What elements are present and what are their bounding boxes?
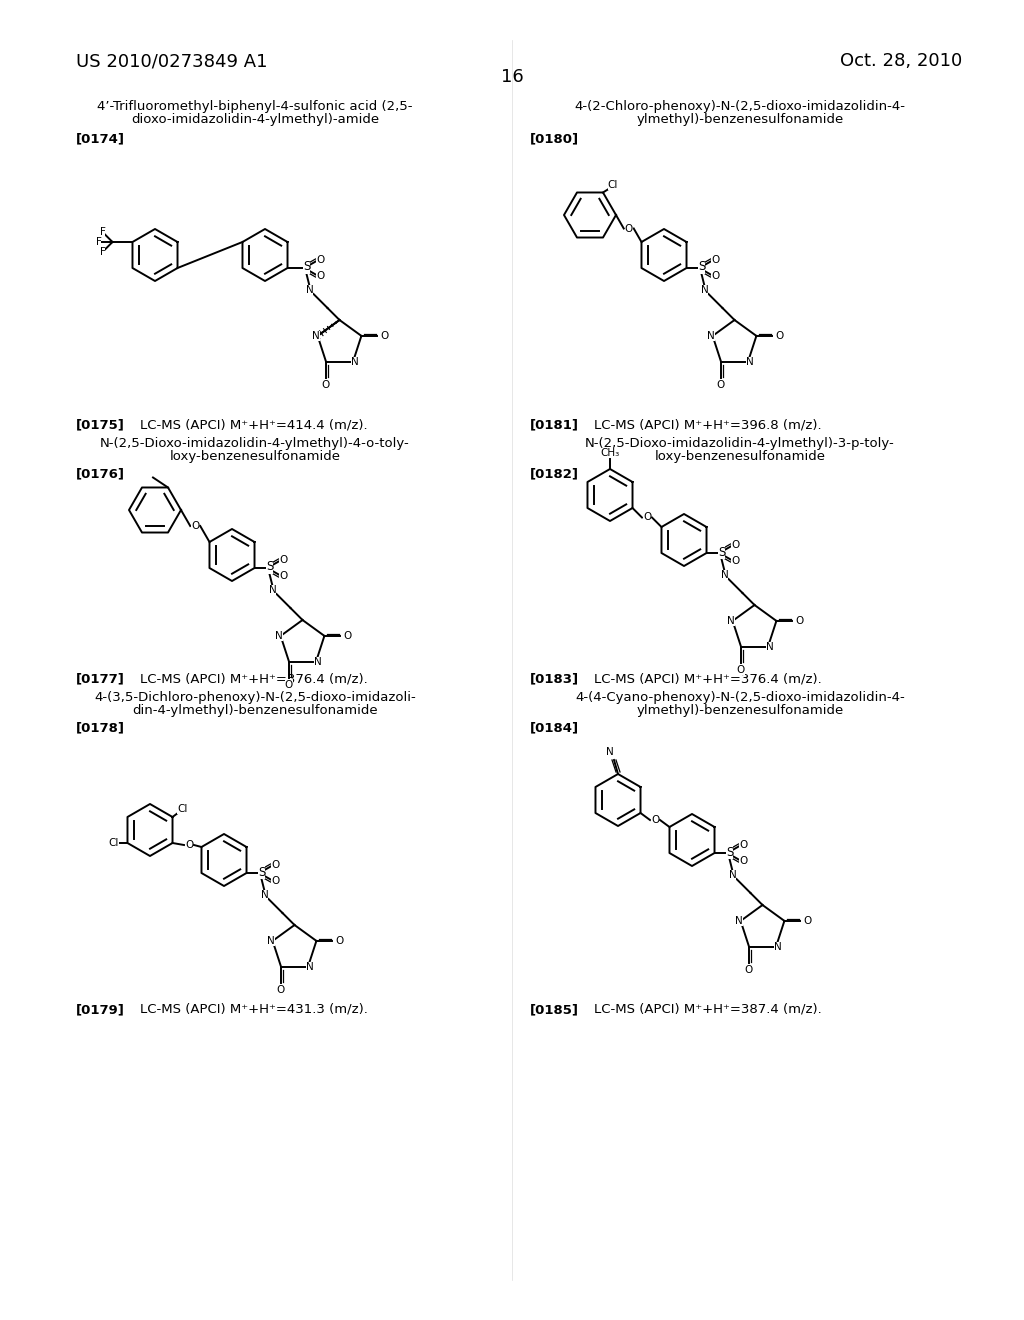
- Text: N: N: [766, 642, 774, 652]
- Text: O: O: [322, 380, 330, 389]
- Text: O: O: [651, 814, 659, 825]
- Text: din-4-ylmethyl)-benzenesulfonamide: din-4-ylmethyl)-benzenesulfonamide: [132, 704, 378, 717]
- Text: O: O: [717, 380, 725, 389]
- Text: O: O: [803, 916, 811, 925]
- Text: O: O: [276, 985, 285, 994]
- Text: S: S: [266, 561, 273, 573]
- Text: CH₃: CH₃: [600, 447, 620, 458]
- Text: N-(2,5-Dioxo-imidazolidin-4-ylmethyl)-4-o-toly-: N-(2,5-Dioxo-imidazolidin-4-ylmethyl)-4-…: [100, 437, 410, 450]
- Text: [0177]: [0177]: [76, 672, 125, 685]
- Text: S: S: [718, 545, 725, 558]
- Text: F: F: [99, 227, 105, 238]
- Text: loxy-benzenesulfonamide: loxy-benzenesulfonamide: [654, 450, 825, 463]
- Text: LC-MS (APCI) M⁺+H⁺=376.4 (m/z).: LC-MS (APCI) M⁺+H⁺=376.4 (m/z).: [594, 672, 821, 685]
- Text: N: N: [267, 936, 274, 946]
- Text: N: N: [729, 870, 736, 880]
- Text: O: O: [285, 680, 293, 689]
- Text: US 2010/0273849 A1: US 2010/0273849 A1: [76, 51, 267, 70]
- Text: ylmethyl)-benzenesulfonamide: ylmethyl)-benzenesulfonamide: [636, 704, 844, 717]
- Text: N: N: [727, 616, 734, 626]
- Text: N: N: [261, 890, 268, 900]
- Text: LC-MS (APCI) M⁺+H⁺=396.8 (m/z).: LC-MS (APCI) M⁺+H⁺=396.8 (m/z).: [594, 418, 821, 432]
- Text: 16: 16: [501, 69, 523, 86]
- Text: Oct. 28, 2010: Oct. 28, 2010: [840, 51, 962, 70]
- Text: LC-MS (APCI) M⁺+H⁺=376.4 (m/z).: LC-MS (APCI) M⁺+H⁺=376.4 (m/z).: [140, 672, 368, 685]
- Text: N: N: [707, 331, 715, 341]
- Text: N: N: [735, 916, 742, 925]
- Text: O: O: [316, 271, 325, 281]
- Text: O: O: [271, 861, 280, 870]
- Text: O: O: [712, 271, 720, 281]
- Text: N: N: [311, 331, 319, 341]
- Text: dioxo-imidazolidin-4-ylmethyl)-amide: dioxo-imidazolidin-4-ylmethyl)-amide: [131, 114, 379, 125]
- Text: [0175]: [0175]: [76, 418, 125, 432]
- Text: O: O: [280, 554, 288, 565]
- Text: 4-(3,5-Dichloro-phenoxy)-N-(2,5-dioxo-imidazoli-: 4-(3,5-Dichloro-phenoxy)-N-(2,5-dioxo-im…: [94, 690, 416, 704]
- Text: O: O: [185, 840, 194, 850]
- Text: N: N: [721, 570, 728, 579]
- Text: N: N: [746, 356, 754, 367]
- Text: LC-MS (APCI) M⁺+H⁺=431.3 (m/z).: LC-MS (APCI) M⁺+H⁺=431.3 (m/z).: [140, 1003, 368, 1016]
- Text: [0179]: [0179]: [76, 1003, 125, 1016]
- Text: [0176]: [0176]: [76, 467, 125, 480]
- Text: [0181]: [0181]: [530, 418, 579, 432]
- Text: [0182]: [0182]: [530, 467, 579, 480]
- Text: O: O: [625, 223, 633, 234]
- Text: S: S: [697, 260, 706, 273]
- Text: O: O: [796, 616, 804, 626]
- Text: F: F: [99, 247, 105, 257]
- Text: O: O: [271, 876, 280, 886]
- Text: N: N: [351, 356, 358, 367]
- Text: LC-MS (APCI) M⁺+H⁺=387.4 (m/z).: LC-MS (APCI) M⁺+H⁺=387.4 (m/z).: [594, 1003, 821, 1016]
- Text: [0183]: [0183]: [530, 672, 580, 685]
- Text: Cl: Cl: [608, 181, 618, 190]
- Text: S: S: [303, 260, 310, 273]
- Text: O: O: [335, 936, 343, 946]
- Text: O: O: [731, 556, 739, 566]
- Text: O: O: [712, 255, 720, 265]
- Text: N: N: [306, 961, 314, 972]
- Text: F: F: [95, 238, 101, 247]
- Text: O: O: [739, 840, 748, 850]
- Text: O: O: [731, 540, 739, 550]
- Text: [0185]: [0185]: [530, 1003, 579, 1016]
- Text: [0174]: [0174]: [76, 132, 125, 145]
- Text: Cl: Cl: [109, 838, 119, 847]
- Text: N: N: [314, 656, 322, 667]
- Text: N: N: [305, 285, 313, 294]
- Text: N-(2,5-Dioxo-imidazolidin-4-ylmethyl)-3-p-toly-: N-(2,5-Dioxo-imidazolidin-4-ylmethyl)-3-…: [585, 437, 895, 450]
- Text: O: O: [737, 664, 745, 675]
- Text: LC-MS (APCI) M⁺+H⁺=414.4 (m/z).: LC-MS (APCI) M⁺+H⁺=414.4 (m/z).: [140, 418, 368, 432]
- Text: N: N: [774, 941, 782, 952]
- Text: O: O: [775, 331, 783, 341]
- Text: O: O: [191, 521, 200, 531]
- Text: O: O: [280, 572, 288, 581]
- Text: O: O: [643, 512, 651, 523]
- Text: 4-(2-Chloro-phenoxy)-N-(2,5-dioxo-imidazolidin-4-: 4-(2-Chloro-phenoxy)-N-(2,5-dioxo-imidaz…: [574, 100, 905, 114]
- Text: ylmethyl)-benzenesulfonamide: ylmethyl)-benzenesulfonamide: [636, 114, 844, 125]
- Text: Cl: Cl: [177, 804, 187, 814]
- Text: [0178]: [0178]: [76, 721, 125, 734]
- Text: [0180]: [0180]: [530, 132, 580, 145]
- Text: [0184]: [0184]: [530, 721, 580, 734]
- Text: 4’-Trifluoromethyl-biphenyl-4-sulfonic acid (2,5-: 4’-Trifluoromethyl-biphenyl-4-sulfonic a…: [97, 100, 413, 114]
- Text: O: O: [343, 631, 351, 642]
- Text: loxy-benzenesulfonamide: loxy-benzenesulfonamide: [170, 450, 341, 463]
- Text: N: N: [606, 747, 613, 756]
- Text: 4-(4-Cyano-phenoxy)-N-(2,5-dioxo-imidazolidin-4-: 4-(4-Cyano-phenoxy)-N-(2,5-dioxo-imidazo…: [575, 690, 905, 704]
- Text: N: N: [268, 585, 276, 595]
- Text: S: S: [258, 866, 265, 879]
- Text: S: S: [726, 846, 733, 858]
- Text: O: O: [316, 255, 325, 265]
- Text: N: N: [700, 285, 709, 294]
- Text: O: O: [739, 855, 748, 866]
- Text: O: O: [380, 331, 388, 341]
- Text: N: N: [274, 631, 283, 642]
- Text: O: O: [744, 965, 753, 974]
